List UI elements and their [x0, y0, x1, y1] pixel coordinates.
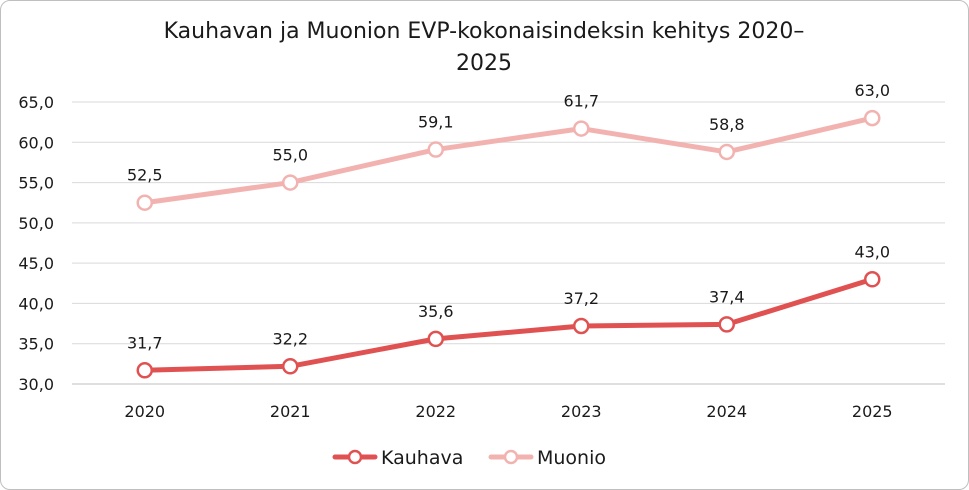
x-tick-label: 2020: [124, 402, 165, 421]
data-label: 32,2: [272, 329, 308, 348]
data-point: [718, 143, 735, 161]
x-tick-label: 2023: [561, 402, 602, 421]
legend-marker: [503, 449, 519, 465]
data-label: 37,4: [709, 287, 745, 306]
y-tick-label: 55,0: [18, 174, 54, 193]
data-label: 55,0: [272, 146, 308, 165]
y-tick-label: 65,0: [18, 93, 54, 112]
data-label: 61,7: [563, 92, 599, 111]
y-tick-label: 40,0: [18, 294, 54, 313]
legend-item-muonio: Muonio: [488, 447, 606, 469]
gridlines: [72, 101, 945, 385]
y-tick-label: 30,0: [18, 375, 54, 394]
data-point: [718, 316, 735, 333]
legend-label: Kauhava: [381, 447, 463, 469]
legend-label: Muonio: [537, 447, 606, 469]
data-point: [427, 330, 444, 348]
data-label: 43,0: [854, 242, 890, 261]
y-tick-label: 35,0: [18, 335, 54, 354]
chart-title-line-1: Kauhavan ja Muonion EVP-kokonaisindeksin…: [164, 19, 805, 44]
x-tick-label: 2025: [852, 402, 893, 421]
legend: Kauhava Muonio: [332, 447, 606, 469]
data-point: [282, 174, 299, 191]
y-tick-label: 50,0: [18, 214, 54, 233]
data-label: 52,5: [127, 166, 163, 185]
x-tick-label: 2024: [706, 402, 747, 421]
legend-marker: [347, 449, 363, 465]
y-tick-label: 60,0: [18, 133, 54, 152]
x-tick-label: 2022: [415, 402, 456, 421]
data-point: [136, 194, 153, 211]
data-label: 35,6: [418, 302, 454, 321]
data-label: 63,0: [854, 81, 890, 100]
data-point: [282, 358, 299, 375]
chart-title-line-2: 2025: [456, 51, 512, 76]
data-point: [864, 271, 881, 288]
data-point: [427, 141, 444, 158]
data-label: 59,1: [418, 113, 454, 132]
series-muonio: 52,5 55,0 59,1 61,7 58,8 63,0: [127, 81, 890, 211]
data-point: [136, 362, 153, 379]
data-point: [573, 120, 590, 137]
series-line: [142, 115, 875, 206]
x-tick-label: 2021: [270, 402, 311, 421]
legend-item-kauhava: Kauhava: [332, 447, 463, 469]
y-axis-tick-labels: 30,0 35,0 40,0 45,0 50,0 55,0 60,0 65,0: [18, 93, 54, 394]
data-label: 31,7: [127, 333, 163, 352]
series-kauhava: 31,7 32,2 35,6 37,2 37,4 43,0: [127, 242, 890, 379]
y-tick-label: 45,0: [18, 254, 54, 273]
data-point: [573, 317, 590, 335]
chart-title: Kauhavan ja Muonion EVP-kokonaisindeksin…: [164, 19, 805, 76]
data-point: [864, 109, 881, 127]
data-label: 37,2: [563, 289, 599, 308]
data-label: 58,8: [709, 115, 745, 134]
x-axis-tick-labels: 2020 2021 2022 2023 2024 2025: [124, 402, 892, 421]
series-layer: 52,5 55,0 59,1 61,7 58,8 63,0 31,7 32,2 35,6 37,2…: [127, 81, 890, 379]
series-line: [142, 276, 875, 373]
